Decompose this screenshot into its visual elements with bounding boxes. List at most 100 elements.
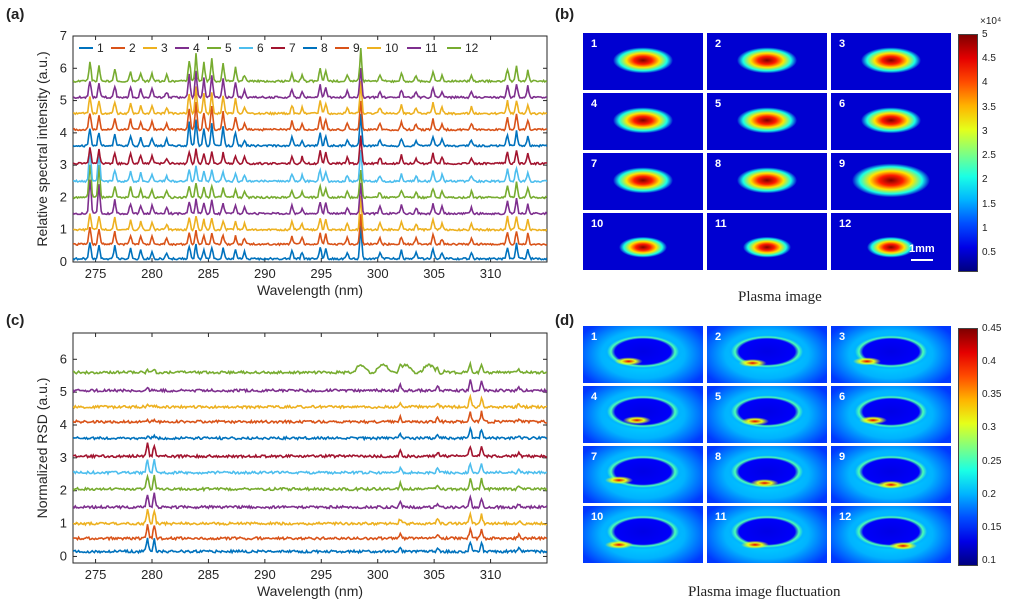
x-tick-label: 310: [480, 567, 502, 582]
series-10: [73, 393, 547, 410]
x-tick-label: 305: [423, 567, 445, 582]
legend-label-9: 9: [353, 41, 360, 55]
plasma-tile-2: 2: [707, 33, 827, 90]
y-tick-label: 4: [60, 417, 67, 432]
series-group: [73, 47, 547, 262]
plasma-tile-8: 8: [707, 153, 827, 210]
series-10: [73, 80, 547, 116]
y-tick-label: 5: [60, 93, 67, 108]
fluctuation-tile-label: 2: [715, 331, 722, 343]
series-5: [73, 164, 547, 200]
y-tick-label: 0: [60, 548, 67, 563]
y-tick-label: 3: [60, 450, 67, 465]
chart-a: 275 280 285 290 295 300 305 31001234567Waveleng…: [34, 28, 548, 298]
series-2: [73, 524, 547, 542]
plasma-tile-6: 6: [831, 93, 951, 150]
caption-d: Plasma image fluctuation: [688, 584, 841, 600]
legend-label-12: 12: [465, 41, 479, 55]
x-tick-label: 295: [310, 567, 332, 582]
legend-label-5: 5: [225, 41, 232, 55]
x-tick-label: 285: [198, 266, 220, 281]
x-axis-label: Wavelength (nm): [257, 282, 363, 298]
x-axis-label: Wavelength (nm): [257, 583, 363, 599]
fluctuation-tile-label: 8: [715, 451, 722, 463]
y-axis-label: Relative spectral intensity (a.u.): [34, 51, 50, 246]
colorbar-d: [958, 328, 978, 566]
fluctuation-tile-7: 7: [583, 446, 703, 503]
plasma-tile-label: 6: [839, 98, 846, 110]
plasma-tile-label: 5: [715, 98, 722, 110]
legend-label-2: 2: [129, 41, 136, 55]
legend-label-10: 10: [385, 41, 399, 55]
series-7: [73, 442, 547, 460]
legend-label-4: 4: [193, 41, 200, 55]
scale-bar-line: [911, 259, 933, 261]
x-tick-label: 275: [85, 567, 107, 582]
legend-label-7: 7: [289, 41, 296, 55]
colorbar-tick-label: 1.5: [982, 198, 996, 210]
fluctuation-tile-label: 3: [839, 331, 846, 343]
y-tick-label: 4: [60, 125, 67, 140]
plasma-tile-label: 4: [591, 98, 598, 110]
y-tick-label: 1: [60, 222, 67, 237]
fluctuation-tile-2: 2: [707, 326, 827, 383]
plasma-tile-label: 11: [715, 218, 727, 230]
series-8: [73, 113, 547, 149]
fluctuation-tile-3: 3: [831, 326, 951, 383]
series-6: [73, 458, 547, 476]
y-tick-label: 2: [60, 483, 67, 498]
colorbar-tick-label: 4.5: [982, 53, 996, 65]
fluctuation-tile-12: 12: [831, 506, 951, 563]
chart-c: 275 280 285 290 295 300 305 310 0 1 2 3 4 5 6 Wavelengt…: [34, 332, 548, 599]
series-3: [73, 195, 547, 233]
x-tick-label: 310: [480, 266, 502, 281]
y-tick-label: 7: [60, 28, 67, 43]
colorbar-tick-label: 2.5: [982, 150, 996, 162]
fluctuation-tile-label: 10: [591, 511, 604, 523]
plasma-tile-label: 2: [715, 38, 722, 50]
plasma-tile-12: 12: [831, 213, 951, 270]
colorbar-tick-label: 2: [982, 174, 988, 186]
plasma-tile-label: 10: [591, 218, 604, 230]
y-tick-label: 6: [60, 60, 67, 75]
x-tick-label: 295: [310, 266, 332, 281]
colorbar-tick-label: 0.45: [982, 323, 1002, 334]
plasma-tile-10: 10: [583, 213, 703, 270]
y-tick-label: 6: [60, 351, 67, 366]
panel-b-label: (b): [555, 6, 575, 23]
plasma-tile-label: 8: [715, 158, 722, 170]
plasma-tile-11: 11: [707, 213, 827, 270]
legend-label-6: 6: [257, 41, 264, 55]
fluctuation-tile-label: 4: [591, 391, 598, 403]
plasma-fluctuation-grid: 1 2 3 4 5 6 7 8 9 10 11 12: [583, 326, 951, 566]
series-11: [73, 68, 547, 100]
plasma-tile-label: 12: [839, 218, 852, 230]
series-1: [73, 225, 547, 262]
x-tick-label: 300: [367, 266, 389, 281]
panel-a-label: (a): [6, 6, 25, 23]
plasma-tile-9: 9: [831, 153, 951, 210]
colorbar-tick-label: 0.35: [982, 389, 1002, 401]
series-9: [73, 100, 547, 133]
x-tick-label: 290: [254, 567, 276, 582]
fluctuation-tile-label: 9: [839, 451, 846, 463]
plasma-image-grid: 1 2 3 4 5 6 7 8 9 10 11 12 1mm: [583, 33, 951, 271]
panel-c-label: (c): [6, 312, 25, 329]
fluctuation-tile-9: 9: [831, 446, 951, 503]
scale-bar: 1mm: [909, 243, 935, 261]
fluctuation-tile-label: 11: [715, 511, 727, 523]
panel-d-label: (d): [555, 312, 575, 329]
plasma-tile-label: 3: [839, 38, 846, 50]
legend-label-11: 11: [425, 41, 438, 55]
series-2: [73, 214, 547, 247]
x-tick-label: 285: [198, 567, 220, 582]
fluctuation-tile-11: 11: [707, 506, 827, 563]
series-8: [73, 425, 547, 442]
series-1: [73, 537, 547, 555]
x-tick-label: 300: [367, 567, 389, 582]
y-tick-label: 5: [60, 384, 67, 399]
colorbar-b-exponent: ×10⁴: [980, 16, 1002, 27]
fluctuation-tile-1: 1: [583, 326, 703, 383]
series-5: [73, 473, 547, 493]
colorbar-tick-label: 5: [982, 29, 988, 40]
